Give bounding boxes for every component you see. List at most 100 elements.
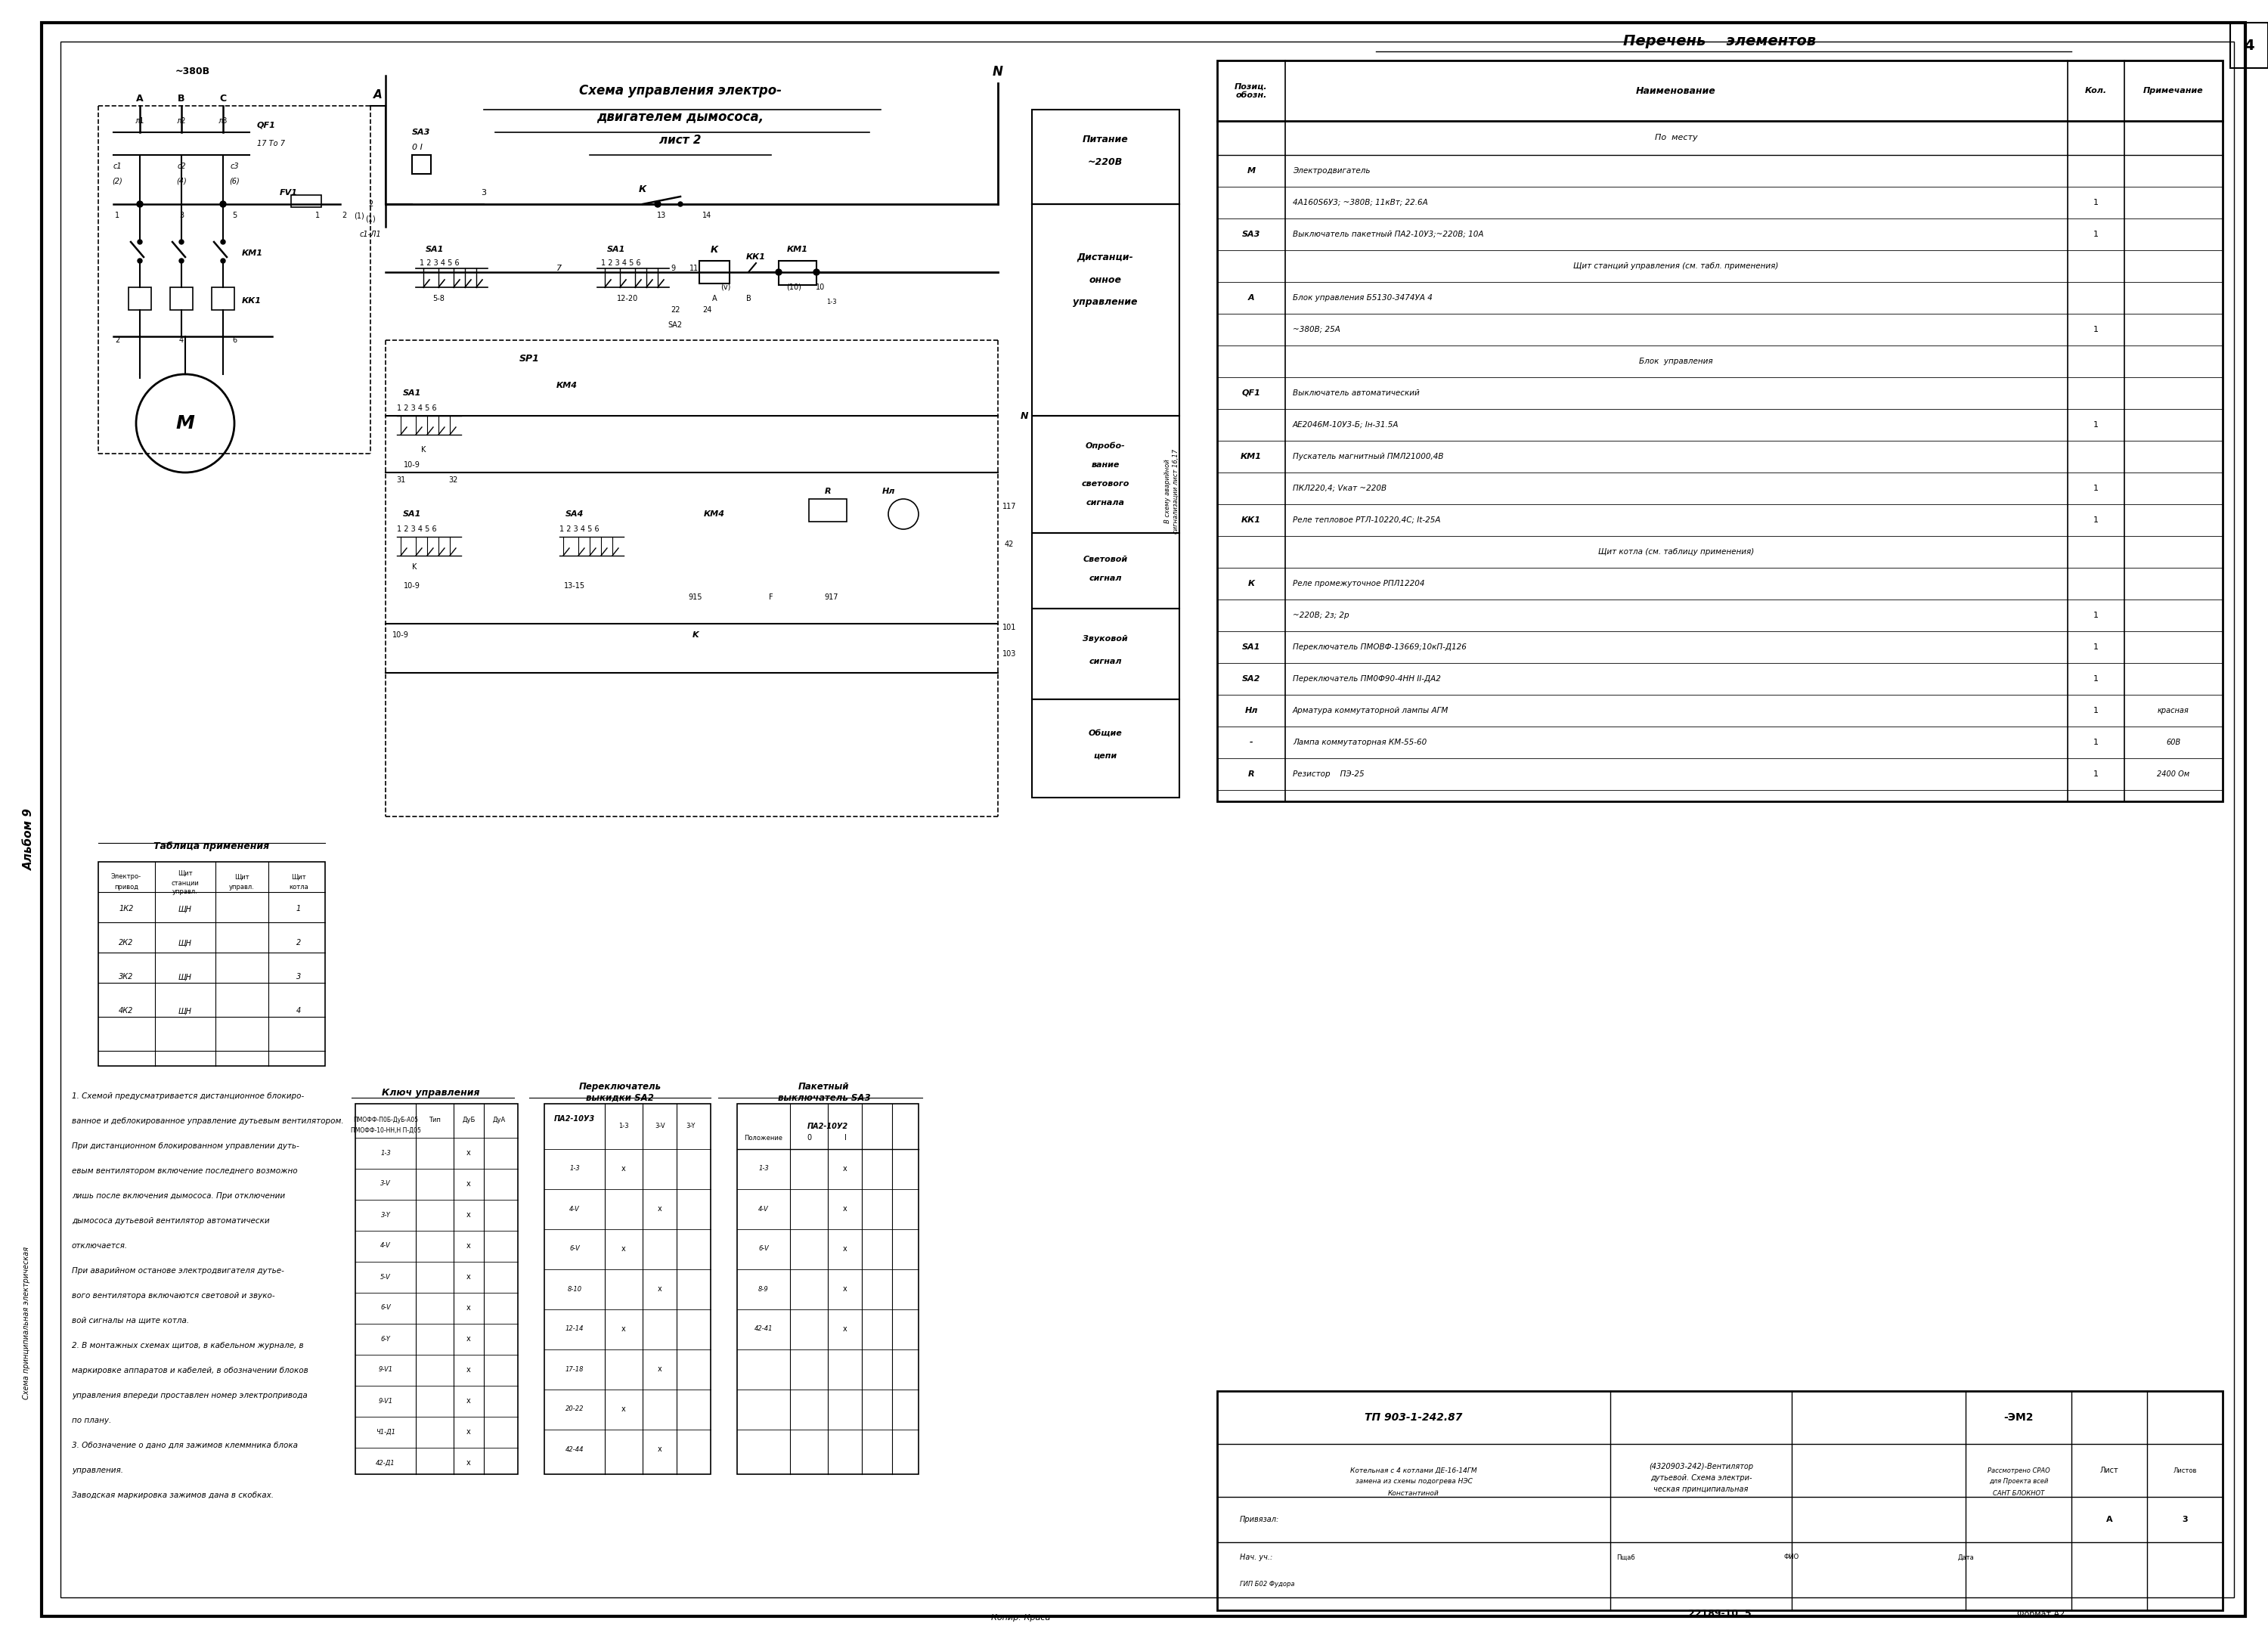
Text: 1К2: 1К2 <box>118 905 134 913</box>
Text: 20-22: 20-22 <box>565 1406 583 1413</box>
Text: 3: 3 <box>297 974 302 980</box>
Text: 22: 22 <box>671 306 680 313</box>
Text: К: К <box>640 184 646 193</box>
Text: А: А <box>712 295 717 303</box>
Text: 1: 1 <box>297 905 302 913</box>
Text: Звуковой: Звуковой <box>1082 634 1127 642</box>
Text: ЩН: ЩН <box>179 939 193 946</box>
Text: х: х <box>844 1205 848 1213</box>
Text: 5-V: 5-V <box>381 1274 390 1280</box>
Text: управл.: управл. <box>229 883 254 890</box>
Text: Реле тепловое РТЛ-10220,4С; It-25А: Реле тепловое РТЛ-10220,4С; It-25А <box>1293 516 1440 524</box>
Text: Дата: Дата <box>1957 1554 1973 1560</box>
Text: 10-9: 10-9 <box>404 461 420 469</box>
Text: х: х <box>844 1246 848 1252</box>
Text: 4: 4 <box>179 336 184 344</box>
Text: ПА2-10У3: ПА2-10У3 <box>553 1115 594 1123</box>
Text: Питание: Питание <box>1082 134 1127 144</box>
Text: 917: 917 <box>826 593 839 602</box>
Text: 3К2: 3К2 <box>118 974 134 980</box>
Bar <box>778 261 816 285</box>
Text: х: х <box>467 1428 472 1436</box>
Text: х: х <box>621 1326 626 1333</box>
Bar <box>1032 608 1179 700</box>
Text: 103: 103 <box>1002 651 1016 657</box>
Text: 1: 1 <box>2093 706 2098 715</box>
Text: привод: привод <box>113 883 138 890</box>
Text: 1 2 3 4 5 6: 1 2 3 4 5 6 <box>397 405 438 411</box>
Text: Щит: Щит <box>290 874 306 880</box>
Text: Лампа коммутаторная КМ-55-60: Лампа коммутаторная КМ-55-60 <box>1293 739 1427 746</box>
Bar <box>1032 416 1179 533</box>
Text: Выключатель автоматический: Выключатель автоматический <box>1293 390 1420 397</box>
Text: 3. Обозначение о дано для зажимов клеммника блока: 3. Обозначение о дано для зажимов клеммн… <box>73 1442 297 1449</box>
Text: SA2: SA2 <box>1243 675 1261 683</box>
Text: -: - <box>1250 739 1252 746</box>
Text: С: С <box>220 93 227 103</box>
Text: Опробо-: Опробо- <box>1086 443 1125 451</box>
Text: 1: 1 <box>2093 198 2098 207</box>
Circle shape <box>776 269 782 275</box>
Text: х: х <box>467 1459 472 1467</box>
Text: 13-15: 13-15 <box>565 582 585 590</box>
Circle shape <box>179 239 184 244</box>
Text: 3: 3 <box>179 211 184 220</box>
Text: 1-3: 1-3 <box>381 1149 390 1155</box>
Circle shape <box>655 202 660 207</box>
Text: М: М <box>177 415 195 433</box>
Text: SA4: SA4 <box>565 510 583 518</box>
Text: 11: 11 <box>689 264 699 272</box>
Text: КМ1: КМ1 <box>1241 452 1261 461</box>
Text: 1: 1 <box>2093 516 2098 524</box>
Text: котла: котла <box>288 883 308 890</box>
Bar <box>737 1103 919 1473</box>
Text: 31: 31 <box>397 477 406 484</box>
Text: В схему аварийной
сигнализации лист 16,17: В схему аварийной сигнализации лист 16,1… <box>1163 449 1179 534</box>
Text: для Проекта всей: для Проекта всей <box>1989 1478 2048 1485</box>
Text: 17 То 7: 17 То 7 <box>256 139 286 148</box>
Text: отключается.: отключается. <box>73 1242 127 1249</box>
Text: (v): (v) <box>721 284 730 292</box>
Text: При дистанционном блокированном управлении дуть-: При дистанционном блокированном управлен… <box>73 1142 299 1151</box>
Text: х: х <box>658 1365 662 1373</box>
Text: х: х <box>844 1326 848 1333</box>
Text: К: К <box>1247 580 1254 587</box>
Text: Реле промежуточное РПЛ12204: Реле промежуточное РПЛ12204 <box>1293 580 1424 587</box>
Text: 22189-10  5: 22189-10 5 <box>1687 1609 1751 1619</box>
Text: 3: 3 <box>2182 1516 2189 1523</box>
Text: 1 2 3 4 5 6: 1 2 3 4 5 6 <box>601 259 642 267</box>
Text: 1: 1 <box>315 211 320 220</box>
Text: КМ1: КМ1 <box>243 249 263 257</box>
Text: 3-V: 3-V <box>381 1180 390 1187</box>
Text: ЩН: ЩН <box>179 905 193 913</box>
Text: 1: 1 <box>2093 739 2098 746</box>
Text: цепи: цепи <box>1093 752 1118 760</box>
Text: КК1: КК1 <box>1241 516 1261 524</box>
Text: 3: 3 <box>481 188 485 197</box>
Text: х: х <box>467 1274 472 1280</box>
Text: 17-18: 17-18 <box>565 1365 583 1372</box>
Text: Пакетный
выключатель SA3: Пакетный выключатель SA3 <box>778 1082 871 1103</box>
Text: SA2: SA2 <box>667 321 683 329</box>
Text: Резистор    ПЭ-25: Резистор ПЭ-25 <box>1293 770 1365 779</box>
Circle shape <box>138 239 143 244</box>
Text: 3-V: 3-V <box>655 1123 665 1129</box>
Text: 6: 6 <box>231 336 236 344</box>
Text: 1: 1 <box>2093 326 2098 333</box>
Text: 1 2 3 4 5 6: 1 2 3 4 5 6 <box>560 526 599 533</box>
Text: QF1: QF1 <box>256 121 277 128</box>
Text: А: А <box>2107 1516 2112 1523</box>
Text: 1-3: 1-3 <box>619 1123 628 1129</box>
Text: K: K <box>422 446 426 454</box>
Bar <box>810 498 846 521</box>
Text: Переключатель ПМ0Ф90-4НН II-ДА2: Переключатель ПМ0Ф90-4НН II-ДА2 <box>1293 675 1440 683</box>
Text: х: х <box>467 1149 472 1157</box>
Text: Ключ управления: Ключ управления <box>381 1088 481 1098</box>
Text: замена из схемы подогрева НЭС: замена из схемы подогрева НЭС <box>1356 1478 1472 1485</box>
Text: c3: c3 <box>229 162 238 170</box>
Bar <box>1032 700 1179 798</box>
Text: В: В <box>177 93 186 103</box>
Text: 4А160S6У3; ~380В; 11кВт; 22.6А: 4А160S6У3; ~380В; 11кВт; 22.6А <box>1293 198 1429 207</box>
Circle shape <box>138 259 143 264</box>
Text: SA3: SA3 <box>1243 231 1261 238</box>
